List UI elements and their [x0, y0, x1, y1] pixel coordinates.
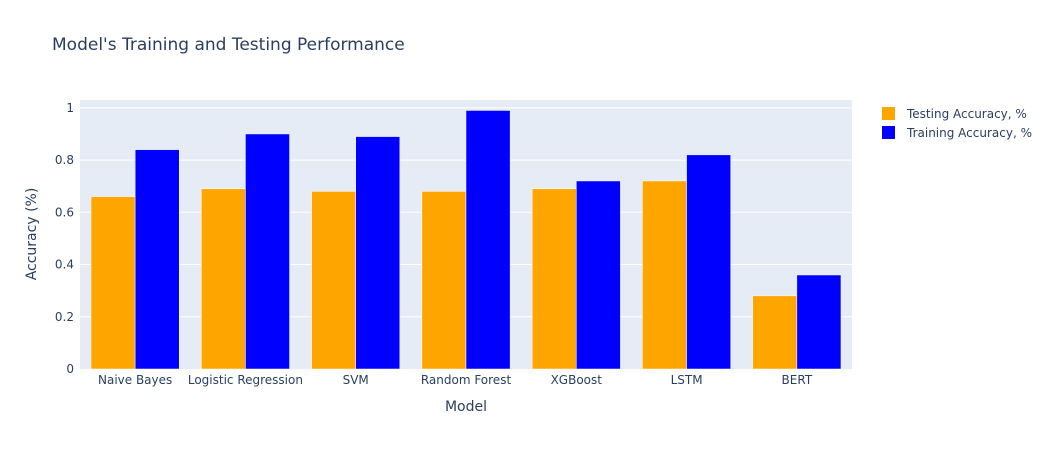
bar-training[interactable] — [797, 275, 841, 369]
bar-training[interactable] — [576, 181, 620, 369]
bar-training[interactable] — [356, 137, 400, 369]
x-tick-label: BERT — [782, 373, 813, 387]
x-tick-label: Logistic Regression — [188, 373, 303, 387]
chart-title: Model's Training and Testing Performance — [52, 35, 405, 55]
x-tick-label: Random Forest — [421, 373, 512, 387]
y-tick-label: 0.2 — [55, 310, 74, 324]
y-tick-label: 1 — [66, 101, 74, 115]
y-tick-label: 0 — [66, 362, 74, 376]
bar-testing[interactable] — [532, 189, 576, 369]
x-tick-label: LSTM — [671, 373, 703, 387]
bar-training[interactable] — [135, 150, 179, 369]
x-axis-title: Model — [445, 399, 487, 415]
bar-testing[interactable] — [201, 189, 245, 369]
legend-swatch — [882, 107, 895, 120]
bar-testing[interactable] — [753, 296, 797, 369]
legend[interactable]: Testing Accuracy, % Training Accuracy, % — [882, 107, 1032, 140]
legend-item[interactable]: Training Accuracy, % — [882, 126, 1032, 140]
y-tick-label: 0.6 — [55, 205, 74, 219]
legend-label: Testing Accuracy, % — [906, 107, 1027, 121]
legend-swatch — [882, 126, 895, 139]
y-tick-label: 0.4 — [55, 258, 74, 272]
y-axis-ticks: 0 0.2 0.4 0.6 0.8 1 — [55, 101, 74, 376]
y-tick-label: 0.8 — [55, 153, 74, 167]
x-tick-label: SVM — [343, 373, 369, 387]
bar-testing[interactable] — [312, 191, 356, 369]
bar-training[interactable] — [687, 155, 731, 369]
bar-testing[interactable] — [422, 191, 466, 369]
bar-testing[interactable] — [91, 197, 135, 369]
legend-item[interactable]: Testing Accuracy, % — [882, 107, 1027, 121]
bar-training[interactable] — [466, 110, 510, 369]
bar-training[interactable] — [245, 134, 289, 369]
x-axis-ticks: Naive Bayes Logistic Regression SVM Random … — [98, 373, 813, 387]
legend-label: Training Accuracy, % — [906, 126, 1032, 140]
bar-testing[interactable] — [642, 181, 686, 369]
y-axis-title: Accuracy (%) — [24, 188, 40, 281]
x-tick-label: Naive Bayes — [98, 373, 172, 387]
x-tick-label: XGBoost — [551, 373, 603, 387]
